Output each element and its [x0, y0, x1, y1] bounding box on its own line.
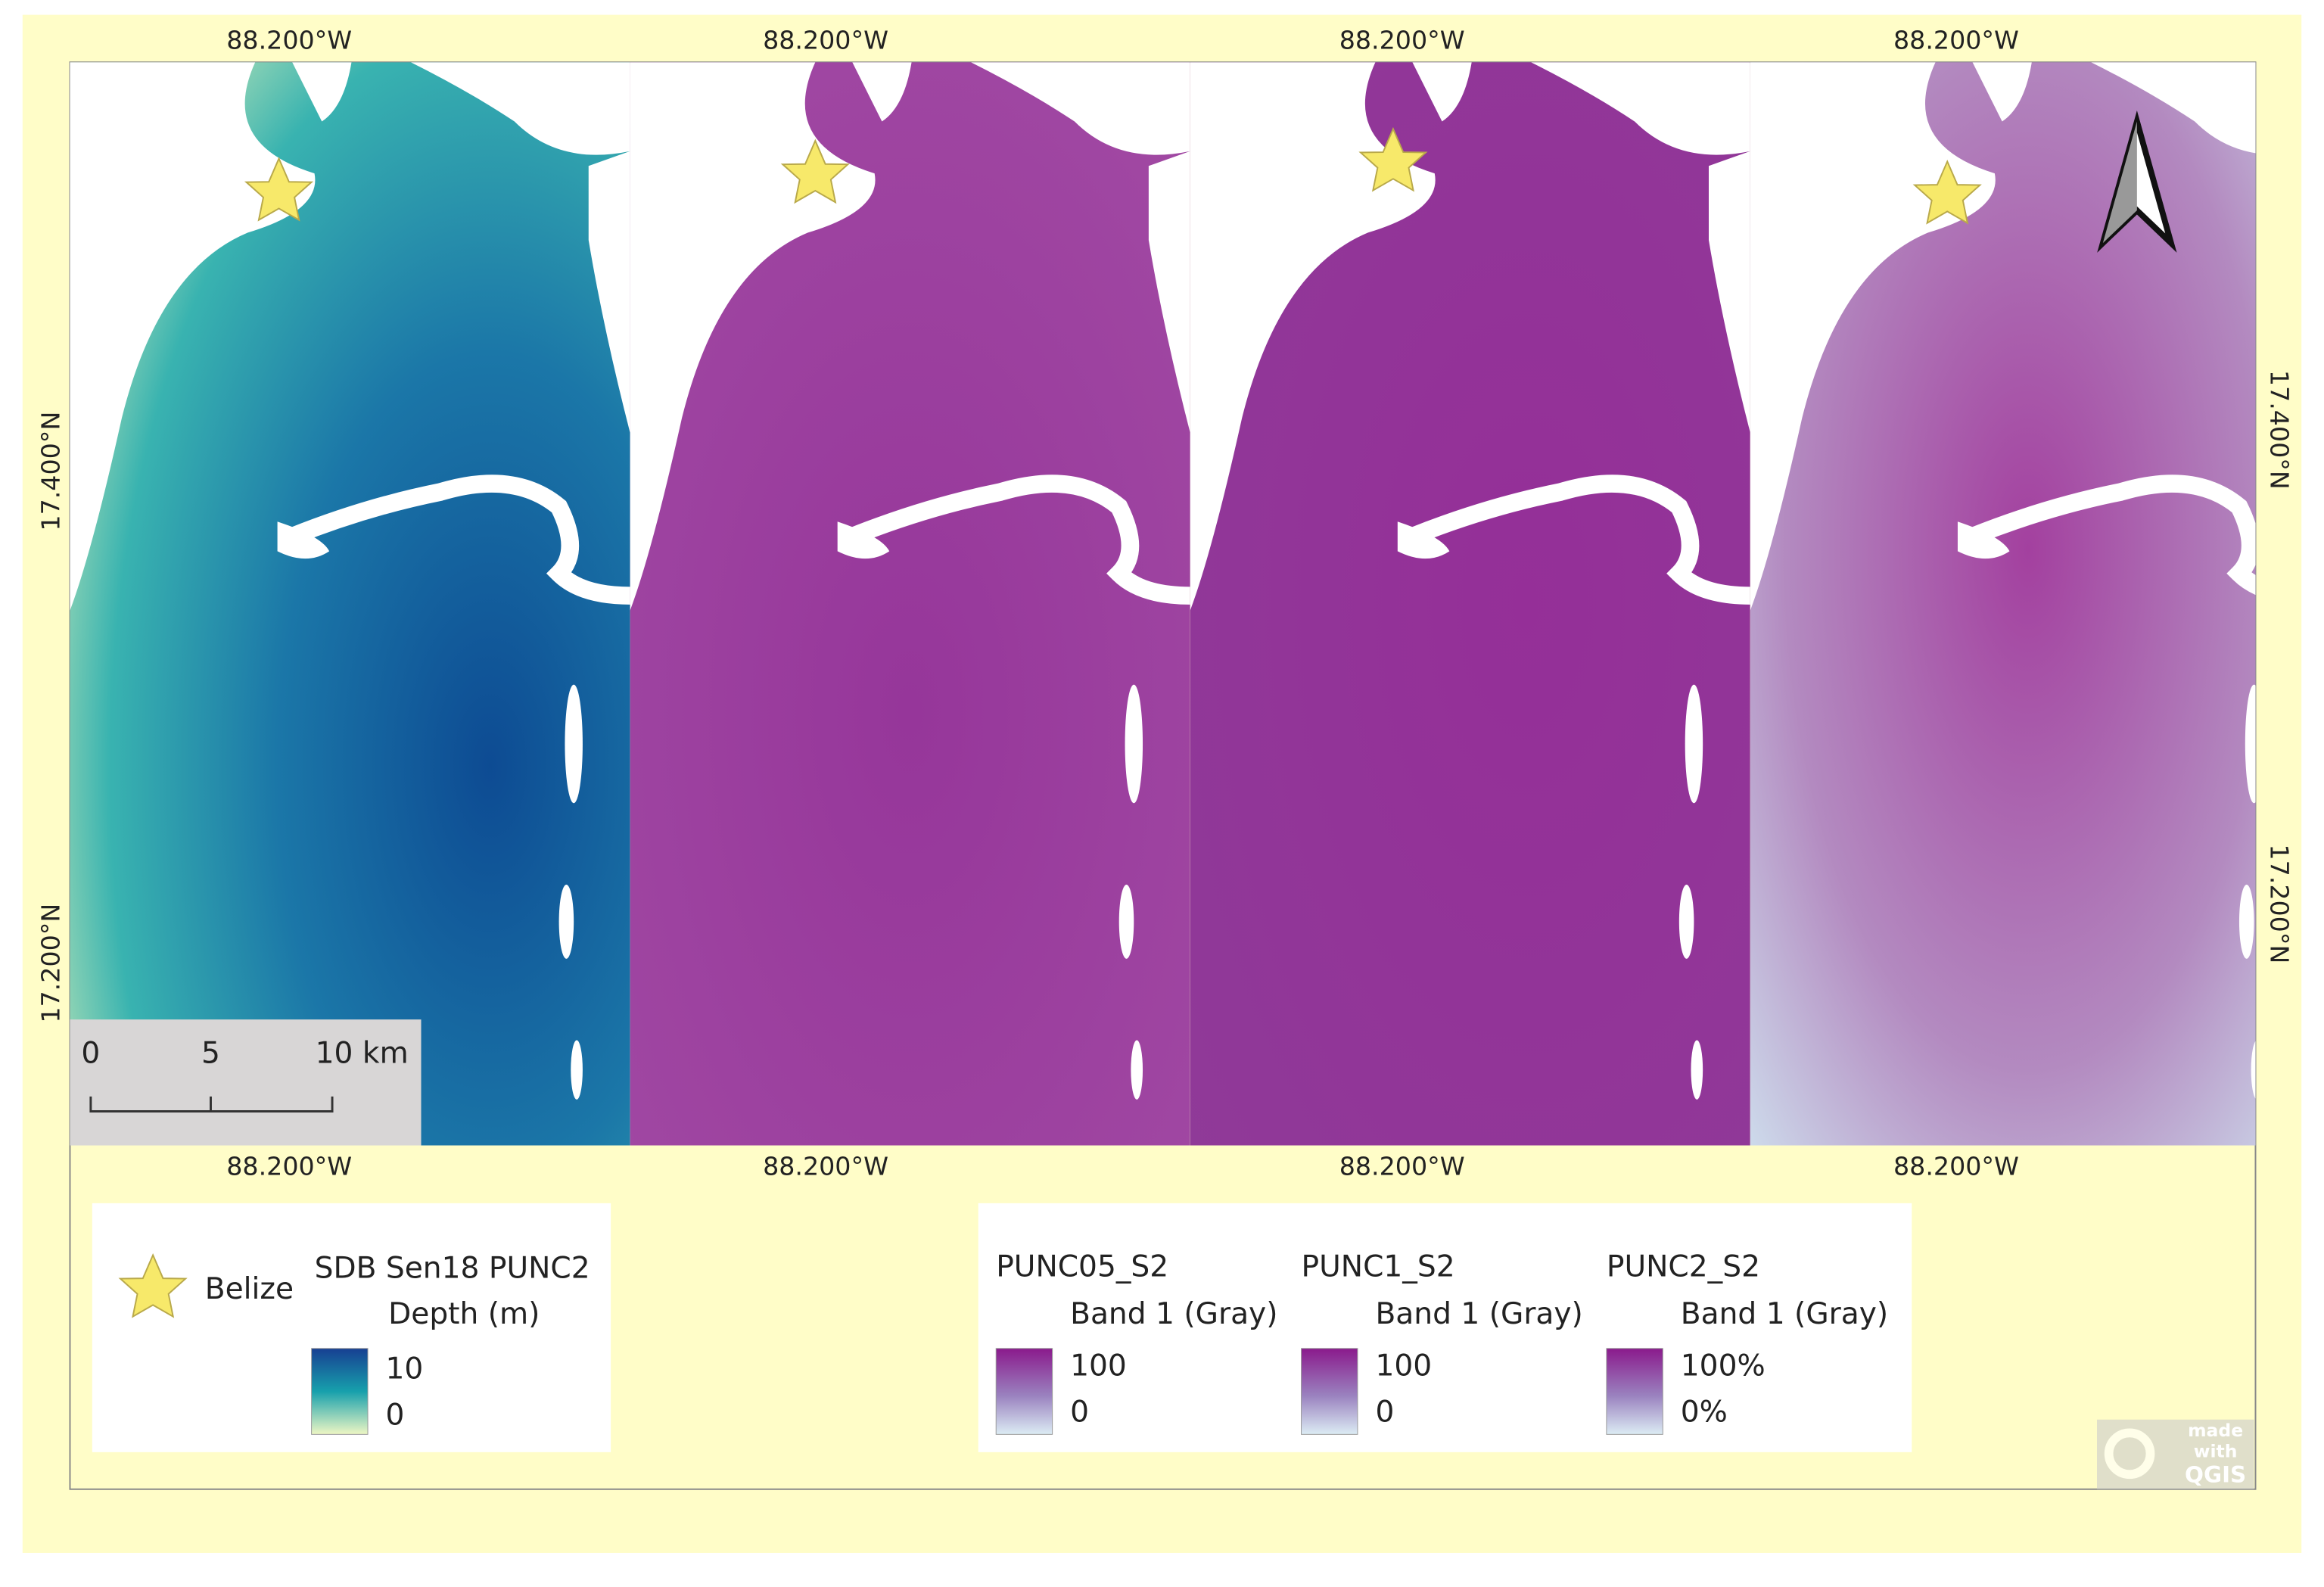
legend-band: Band 1 (Gray) [1375, 1297, 1582, 1331]
longitude-label: 88.200°W [1893, 1151, 2019, 1181]
legend-band: Band 1 (Gray) [1070, 1297, 1277, 1331]
legend-min: 0 [386, 1398, 405, 1432]
latitude-label: 17.400°N [2264, 370, 2294, 490]
legend-layer: PUNC05_S2 [996, 1250, 1168, 1284]
scale-label: 10 km [316, 1037, 409, 1071]
scale-bar [70, 1019, 422, 1146]
legend-max: 100 [1070, 1349, 1127, 1383]
map-panel [1750, 62, 2256, 1146]
longitude-label: 88.200°W [1339, 25, 1465, 54]
legend-ramp [1301, 1348, 1358, 1435]
legend-max: 100% [1681, 1349, 1766, 1383]
longitude-label: 88.200°W [1893, 25, 2019, 54]
scale-label: 0 [81, 1037, 100, 1071]
legend-ramp [1606, 1348, 1663, 1435]
latitude-label: 17.200°N [36, 904, 65, 1023]
longitude-label: 88.200°W [763, 1151, 888, 1181]
legend-min: 0 [1375, 1395, 1394, 1429]
legend-layer: SDB Sen18 PUNC2 [315, 1251, 590, 1285]
legend-layer: PUNC1_S2 [1302, 1250, 1455, 1284]
legend-max: 100 [1375, 1349, 1432, 1383]
scale-label: 5 [201, 1037, 220, 1071]
logo-text: with [2194, 1440, 2238, 1461]
legend-ramp [995, 1348, 1053, 1435]
legend-max: 10 [386, 1352, 424, 1386]
logo-text: made [2188, 1420, 2243, 1441]
logo-text: QGIS [2185, 1462, 2246, 1488]
map-panel [70, 62, 630, 1146]
legend-band: Band 1 (Gray) [1681, 1297, 1888, 1331]
map-panel [1190, 62, 1750, 1146]
longitude-label: 88.200°W [763, 25, 888, 54]
legend-min: 0% [1681, 1395, 1728, 1429]
longitude-label: 88.200°W [226, 25, 352, 54]
map-panel [630, 62, 1190, 1146]
latitude-label: 17.400°N [36, 412, 65, 531]
legend-label: Belize [205, 1272, 294, 1306]
qgis-logo [2096, 1419, 2254, 1489]
legend-ramp [311, 1348, 369, 1435]
latitude-label: 17.200°N [2264, 844, 2294, 963]
legend-band: Depth (m) [388, 1297, 540, 1331]
longitude-label: 88.200°W [226, 1151, 352, 1181]
legend-box [978, 1203, 1912, 1452]
legend-layer: PUNC2_S2 [1607, 1250, 1760, 1284]
longitude-label: 88.200°W [1339, 1151, 1465, 1181]
legend-min: 0 [1070, 1395, 1089, 1429]
